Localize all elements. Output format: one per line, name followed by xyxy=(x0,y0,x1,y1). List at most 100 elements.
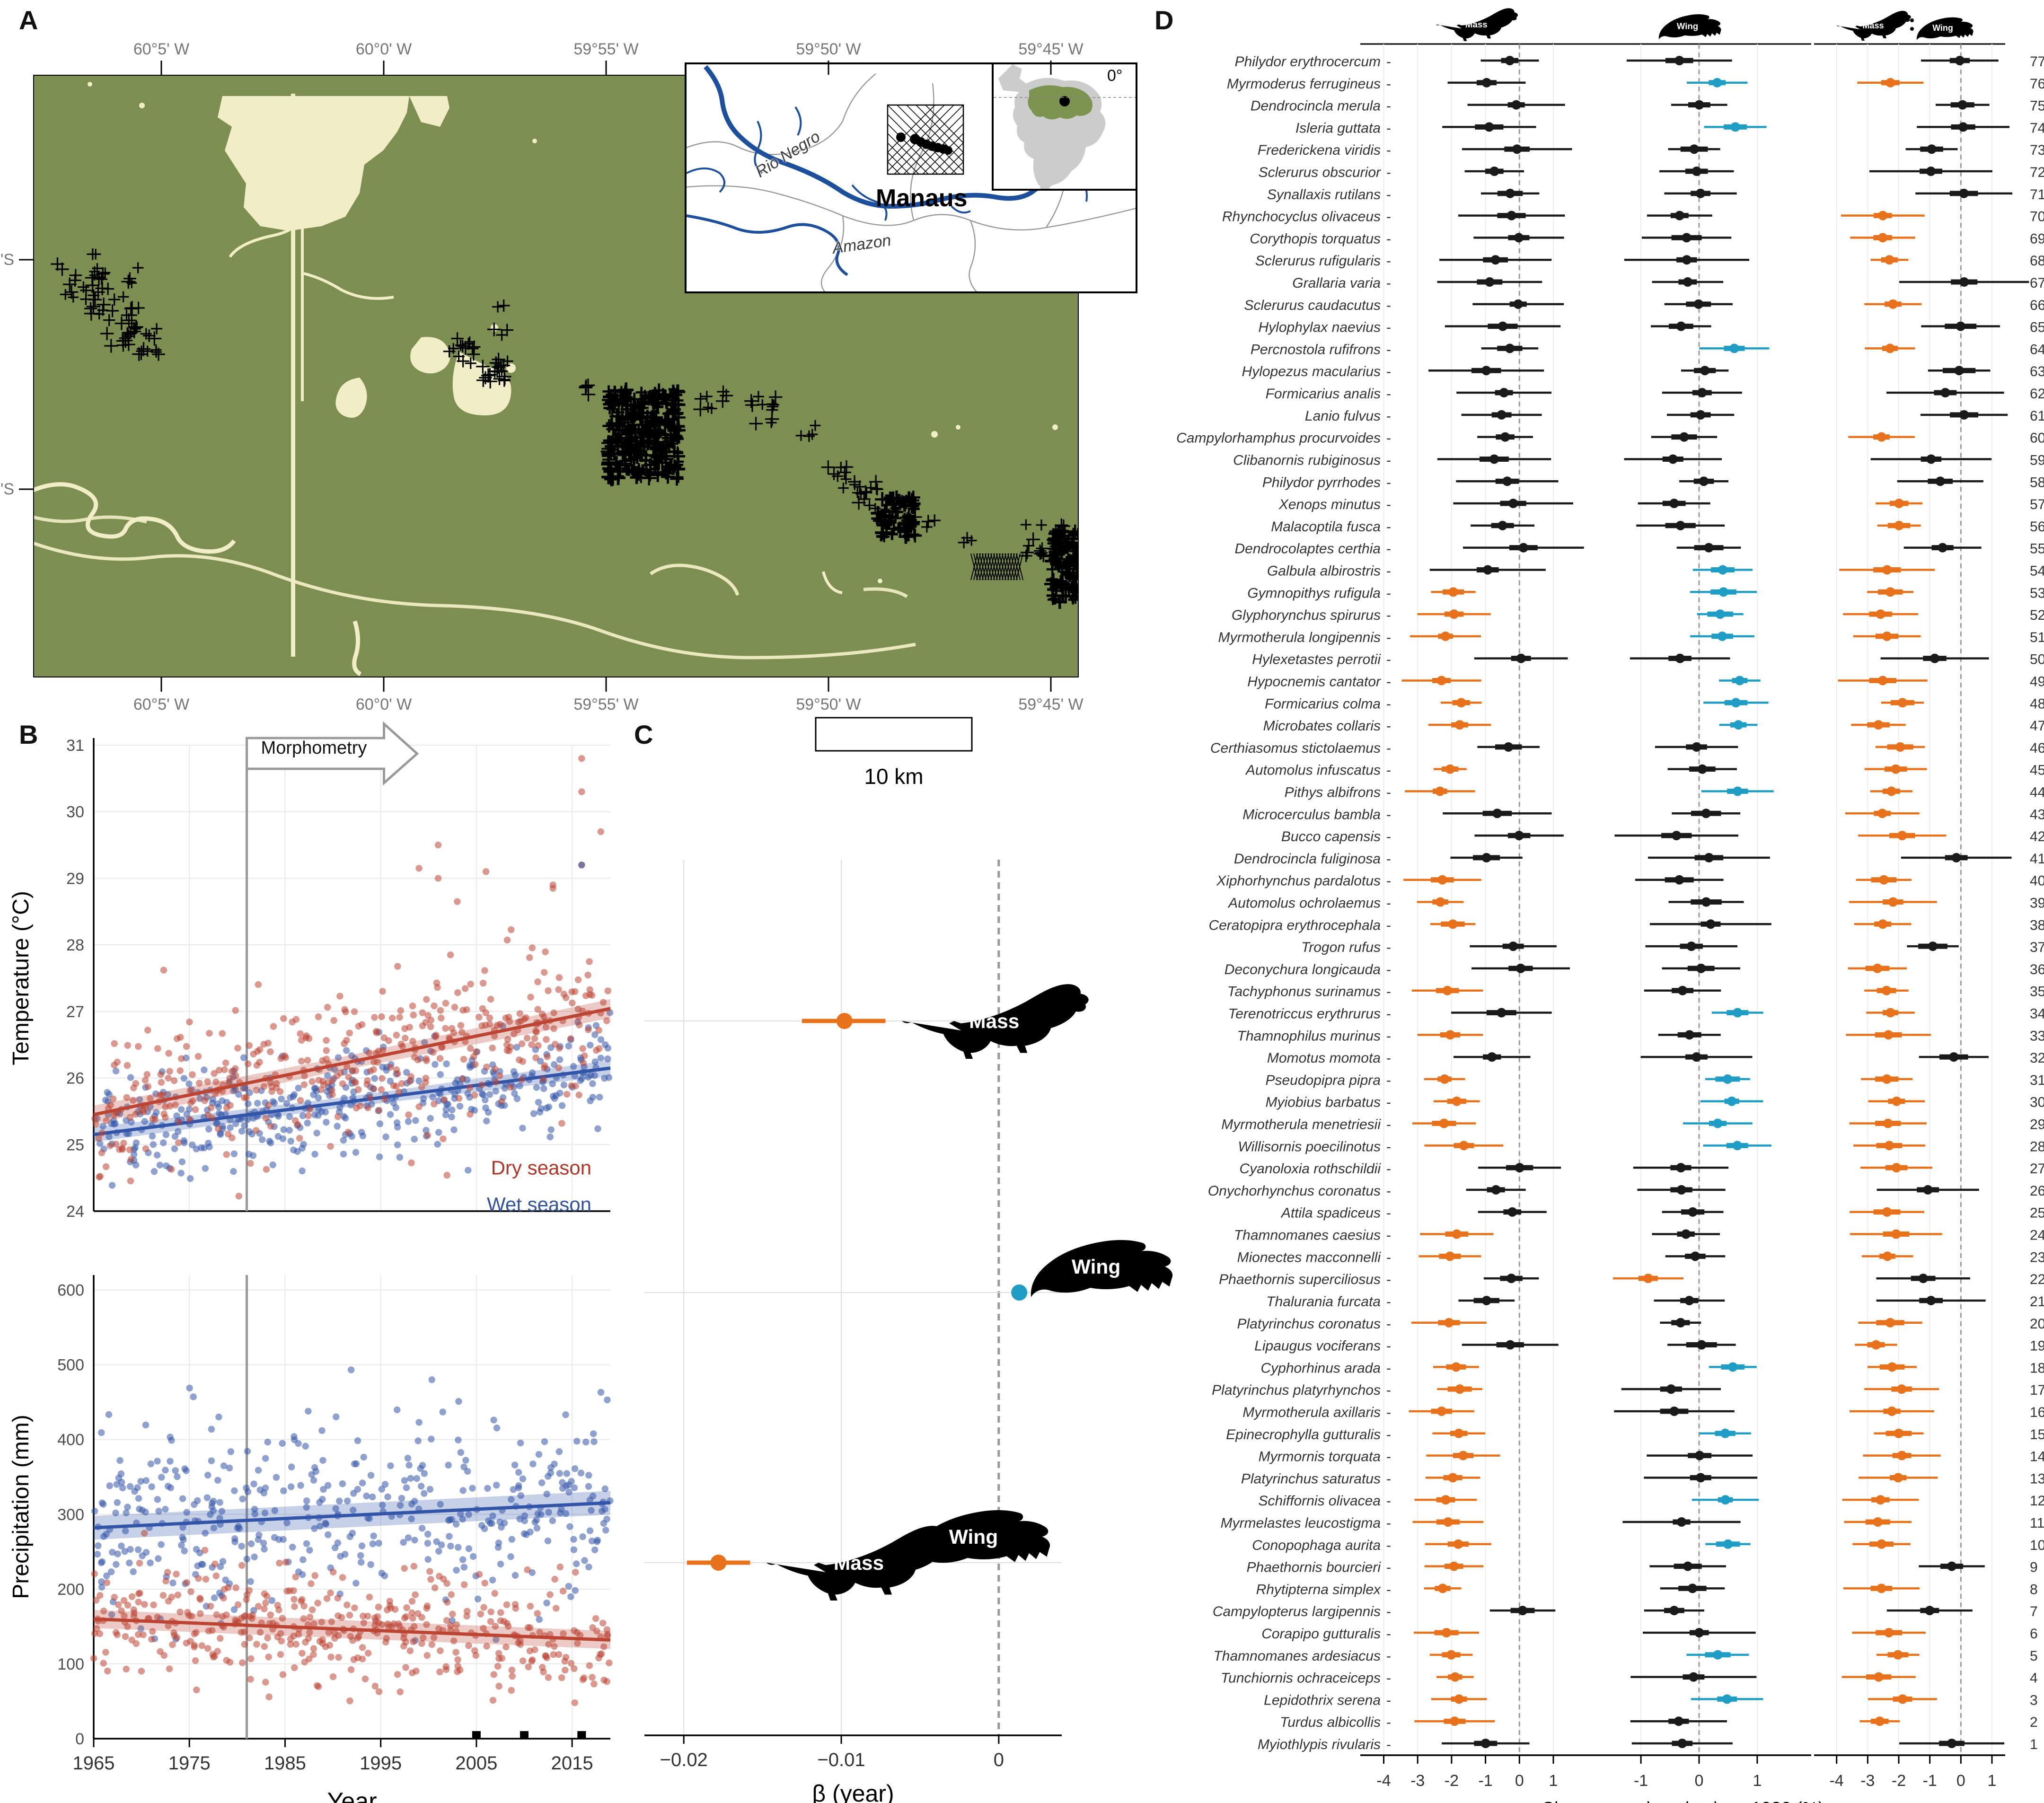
svg-text:-: - xyxy=(1386,209,1391,225)
svg-text:17: 17 xyxy=(2030,1382,2044,1398)
svg-text:40: 40 xyxy=(2030,873,2044,889)
svg-text:58: 58 xyxy=(2030,475,2044,490)
svg-text:Philydor erythrocercum: Philydor erythrocercum xyxy=(1235,54,1381,70)
svg-text:31: 31 xyxy=(66,737,84,755)
svg-text:Sclerurus rufigularis: Sclerurus rufigularis xyxy=(1255,253,1381,269)
svg-text:76: 76 xyxy=(2030,76,2044,92)
svg-text:42: 42 xyxy=(2030,829,2044,844)
svg-text:38: 38 xyxy=(2030,917,2044,933)
svg-text:Clibanornis rubiginosus: Clibanornis rubiginosus xyxy=(1233,452,1381,468)
svg-text:Schiffornis olivacea: Schiffornis olivacea xyxy=(1259,1493,1381,1509)
svg-text:Myrmoderus ferrugineus: Myrmoderus ferrugineus xyxy=(1227,76,1381,92)
svg-text:60°5' W: 60°5' W xyxy=(133,40,189,58)
svg-text:-: - xyxy=(1386,984,1391,1000)
svg-text:73: 73 xyxy=(2030,142,2044,158)
svg-text:33: 33 xyxy=(2030,1028,2044,1044)
svg-text:Pithys albifrons: Pithys albifrons xyxy=(1285,784,1381,800)
svg-text:-: - xyxy=(1386,120,1391,136)
svg-text:-: - xyxy=(1386,763,1391,778)
svg-text:34: 34 xyxy=(2030,1006,2044,1022)
svg-text:Bucco capensis: Bucco capensis xyxy=(1281,829,1381,844)
svg-text:14: 14 xyxy=(2030,1449,2044,1465)
svg-text:Campylorhamphus procurvoides: Campylorhamphus procurvoides xyxy=(1176,431,1381,446)
svg-text:-3: -3 xyxy=(1860,1772,1875,1790)
svg-text:-: - xyxy=(1386,253,1391,269)
svg-text:12: 12 xyxy=(2030,1493,2044,1509)
svg-text:21: 21 xyxy=(2030,1294,2044,1310)
svg-text:56: 56 xyxy=(2030,519,2044,535)
svg-text:-: - xyxy=(1386,740,1391,756)
svg-text:Sclerurus caudacutus: Sclerurus caudacutus xyxy=(1244,298,1381,313)
svg-text:Precipitation (mm): Precipitation (mm) xyxy=(9,1415,34,1599)
svg-text:-: - xyxy=(1386,962,1391,977)
svg-text:-: - xyxy=(1386,1183,1391,1199)
svg-text:52: 52 xyxy=(2030,607,2044,623)
svg-text:8: 8 xyxy=(2030,1582,2038,1597)
svg-text:Mionectes macconnelli: Mionectes macconnelli xyxy=(1237,1249,1382,1265)
svg-text:β (year): β (year) xyxy=(812,1780,894,1803)
svg-text:Formicarius analis: Formicarius analis xyxy=(1266,386,1381,402)
svg-text:2°20'S: 2°20'S xyxy=(0,251,14,269)
svg-text:28: 28 xyxy=(66,936,84,954)
svg-text:1965: 1965 xyxy=(73,1753,115,1774)
svg-text:-: - xyxy=(1386,1715,1391,1730)
svg-text:-: - xyxy=(1386,1028,1391,1044)
svg-text:Certhiasomus stictolaemus: Certhiasomus stictolaemus xyxy=(1210,740,1381,756)
svg-text:65: 65 xyxy=(2030,320,2044,335)
svg-text:-3: -3 xyxy=(1410,1772,1425,1790)
svg-text:55: 55 xyxy=(2030,541,2044,557)
svg-text:-: - xyxy=(1386,917,1391,933)
svg-text:Hylexetastes perrotii: Hylexetastes perrotii xyxy=(1252,652,1381,668)
svg-text:Mass: Mass xyxy=(834,1552,884,1574)
svg-text:2: 2 xyxy=(2030,1715,2038,1730)
svg-text:Philydor pyrrhodes: Philydor pyrrhodes xyxy=(1262,475,1381,490)
svg-text:Phaethornis bourcieri: Phaethornis bourcieri xyxy=(1247,1560,1382,1575)
svg-text:10: 10 xyxy=(2030,1538,2044,1553)
svg-text:-: - xyxy=(1386,475,1391,490)
svg-text:Synallaxis rutilans: Synallaxis rutilans xyxy=(1267,187,1381,202)
svg-text:Hylopezus macularius: Hylopezus macularius xyxy=(1242,364,1381,379)
svg-text:75: 75 xyxy=(2030,98,2044,114)
svg-text:-: - xyxy=(1386,519,1391,535)
svg-text:2015: 2015 xyxy=(551,1753,593,1774)
svg-text:Lepidothrix serena: Lepidothrix serena xyxy=(1264,1692,1381,1708)
svg-text:35: 35 xyxy=(2030,984,2044,1000)
svg-text:-: - xyxy=(1386,386,1391,402)
svg-text:Attila spadiceus: Attila spadiceus xyxy=(1280,1205,1381,1221)
svg-text:-: - xyxy=(1386,1050,1391,1066)
svg-text:-: - xyxy=(1386,1737,1391,1752)
svg-text:0: 0 xyxy=(994,1750,1004,1770)
svg-text:26: 26 xyxy=(2030,1183,2044,1199)
svg-text:10 km: 10 km xyxy=(864,764,923,789)
svg-text:Campylopterus largipennis: Campylopterus largipennis xyxy=(1213,1604,1381,1619)
svg-text:Thamnomanes ardesiacus: Thamnomanes ardesiacus xyxy=(1213,1648,1381,1664)
svg-text:60: 60 xyxy=(2030,431,2044,446)
svg-text:Change per decade since 1980 (: Change per decade since 1980 (%) xyxy=(1542,1799,1824,1803)
svg-text:Cyphorhinus arada: Cyphorhinus arada xyxy=(1261,1360,1381,1376)
svg-text:36: 36 xyxy=(2030,962,2044,977)
svg-text:-1: -1 xyxy=(1478,1772,1492,1790)
svg-text:Pseudopipra pipra: Pseudopipra pipra xyxy=(1265,1073,1381,1088)
svg-text:0: 0 xyxy=(1515,1772,1524,1790)
svg-text:600: 600 xyxy=(57,1282,84,1300)
svg-text:46: 46 xyxy=(2030,740,2044,756)
svg-text:-: - xyxy=(1386,607,1391,623)
svg-text:-: - xyxy=(1386,674,1391,689)
svg-text:Rhytipterna simplex: Rhytipterna simplex xyxy=(1256,1582,1381,1597)
svg-text:-1: -1 xyxy=(1923,1772,1937,1790)
svg-text:20: 20 xyxy=(2030,1316,2044,1332)
svg-text:1: 1 xyxy=(1753,1772,1762,1790)
svg-text:-: - xyxy=(1386,320,1391,335)
svg-text:-: - xyxy=(1386,1560,1391,1575)
svg-text:200: 200 xyxy=(57,1581,84,1599)
svg-text:62: 62 xyxy=(2030,386,2044,402)
svg-text:Mass: Mass xyxy=(1862,21,1884,30)
svg-text:Morphometry: Morphometry xyxy=(261,738,367,758)
svg-text:-: - xyxy=(1386,807,1391,822)
svg-text:60°0' W: 60°0' W xyxy=(356,695,412,713)
svg-text:Wing: Wing xyxy=(1932,23,1953,33)
svg-text:-1: -1 xyxy=(1634,1772,1648,1790)
svg-text:Thalurania furcata: Thalurania furcata xyxy=(1266,1294,1381,1310)
svg-text:60°5' W: 60°5' W xyxy=(133,695,189,713)
svg-text:41: 41 xyxy=(2030,851,2044,867)
